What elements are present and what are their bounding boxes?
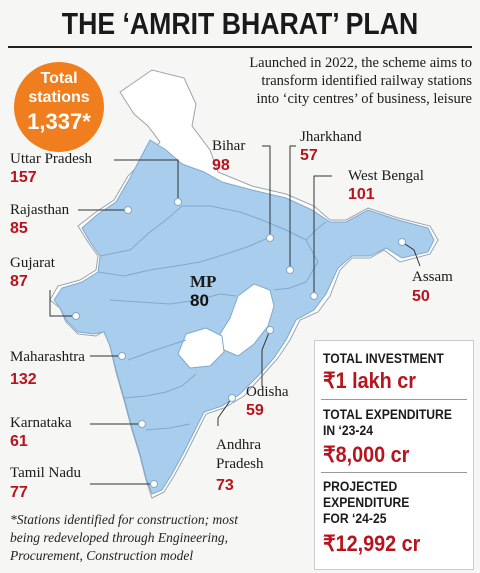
footnote-line: being redeveloped through Engineering, bbox=[10, 530, 228, 545]
state-borders bbox=[97, 205, 327, 431]
state-label-andhra-pradesh: Andhra bbox=[216, 437, 261, 453]
footnote-line: Procurement, Construction model bbox=[10, 548, 194, 563]
state-label-karnataka: Karnataka bbox=[10, 415, 72, 431]
panel-heading: IN ‘23-24 bbox=[323, 423, 373, 438]
total-stations-badge: Total stations 1,337* bbox=[14, 62, 104, 152]
state-label-tamil-nadu: Tamil Nadu bbox=[10, 465, 82, 481]
subtitle: Launched in 2022, the scheme aims to tra… bbox=[196, 54, 472, 108]
investment-panel: TOTAL INVESTMENT ₹1 lakh cr TOTAL EXPEND… bbox=[314, 340, 474, 570]
page-title: THE ‘AMRIT BHARAT’ PLAN bbox=[61, 6, 419, 41]
state-value-bihar: 98 bbox=[212, 157, 230, 174]
dot-west-bengal bbox=[310, 292, 318, 300]
dot-assam bbox=[398, 238, 406, 246]
dot-gujarat bbox=[72, 312, 80, 320]
subtitle-line: transform identified railway stations bbox=[261, 73, 472, 89]
state-value-tamil-nadu: 77 bbox=[10, 484, 28, 501]
dot-uttar-pradesh bbox=[174, 198, 182, 206]
panel-heading: FOR ‘24-25 bbox=[323, 511, 387, 526]
state-label-jharkhand: Jharkhand bbox=[300, 129, 362, 145]
panel-value-projected-24-25: ₹12,992 cr bbox=[323, 531, 421, 556]
leader-lines bbox=[49, 145, 421, 485]
dot-odisha bbox=[266, 326, 274, 334]
badge-label: Total bbox=[40, 70, 78, 87]
title-rule bbox=[8, 46, 472, 48]
state-label-mp: MP bbox=[190, 272, 217, 291]
state-value-rajasthan: 85 bbox=[10, 220, 28, 237]
panel-divider bbox=[321, 472, 467, 473]
panel-heading: TOTAL INVESTMENT bbox=[323, 351, 444, 366]
dot-andhra-pradesh bbox=[228, 394, 236, 402]
state-value-uttar-pradesh: 157 bbox=[10, 169, 37, 186]
unhighlighted-region-telangana bbox=[177, 327, 225, 369]
state-value-west-bengal: 101 bbox=[348, 186, 375, 203]
state-label-west-bengal: West Bengal bbox=[348, 168, 424, 184]
state-value-jharkhand: 57 bbox=[300, 147, 318, 164]
panel-heading: PROJECTED bbox=[323, 479, 398, 494]
state-value-mp: 80 bbox=[190, 291, 209, 310]
subtitle-line: into ‘city centres’ of business, leisure bbox=[256, 91, 472, 107]
station-dots bbox=[72, 198, 406, 488]
state-label-bihar: Bihar bbox=[212, 138, 246, 154]
panel-heading: TOTAL EXPENDITURE bbox=[323, 407, 452, 422]
state-label-assam: Assam bbox=[412, 269, 453, 285]
state-value-karnataka: 61 bbox=[10, 433, 28, 450]
dot-rajasthan bbox=[124, 206, 132, 214]
panel-value-expenditure-23-24: ₹8,000 cr bbox=[323, 442, 410, 467]
state-label-odisha: Odisha bbox=[246, 384, 289, 400]
state-label-gujarat: Gujarat bbox=[10, 255, 55, 271]
panel-value-total-investment: ₹1 lakh cr bbox=[323, 368, 416, 393]
footnote: *Stations identified for construction; m… bbox=[10, 511, 310, 565]
state-value-gujarat: 87 bbox=[10, 273, 28, 290]
badge-value: 1,337* bbox=[27, 109, 91, 134]
panel-heading: EXPENDITURE bbox=[323, 495, 410, 510]
state-value-odisha: 59 bbox=[246, 402, 264, 419]
state-label-andhra-pradesh: Pradesh bbox=[216, 456, 264, 472]
dot-jharkhand bbox=[286, 266, 294, 274]
badge-label: stations bbox=[28, 89, 90, 106]
panel-divider bbox=[321, 399, 467, 400]
dot-maharashtra bbox=[118, 352, 126, 360]
state-value-andhra-pradesh: 73 bbox=[216, 477, 234, 494]
state-label-uttar-pradesh: Uttar Pradesh bbox=[10, 151, 93, 167]
footnote-line: *Stations identified for construction; m… bbox=[10, 512, 238, 527]
dot-bihar bbox=[266, 234, 274, 242]
dot-karnataka bbox=[138, 420, 146, 428]
state-label-maharashtra: Maharashtra bbox=[10, 349, 85, 365]
state-value-assam: 50 bbox=[412, 288, 430, 305]
state-value-maharashtra: 132 bbox=[10, 371, 37, 388]
subtitle-line: Launched in 2022, the scheme aims to bbox=[249, 55, 472, 71]
state-label-rajasthan: Rajasthan bbox=[10, 202, 70, 218]
unhighlighted-region-chhattisgarh bbox=[219, 283, 275, 357]
dot-tamil-nadu bbox=[150, 480, 158, 488]
